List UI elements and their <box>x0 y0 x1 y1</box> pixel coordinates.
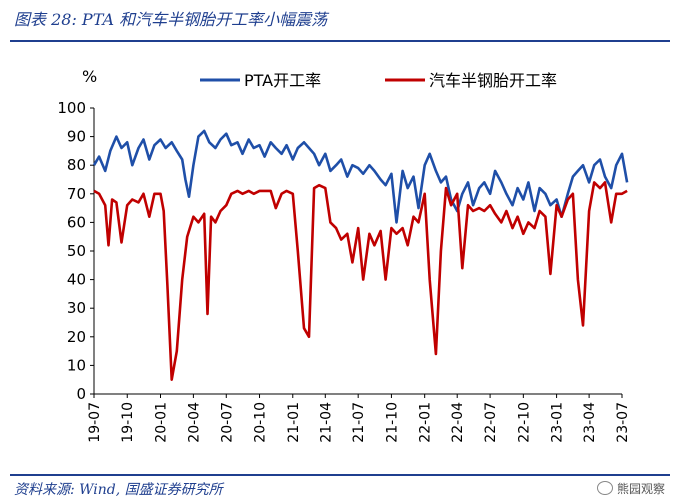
x-tick-label: 20-10 <box>253 402 269 443</box>
y-tick-label: 0 <box>76 385 86 403</box>
line-chart: 0 10 20 30 40 50 60 70 80 90 100 19-07 19-10 20-01 20… <box>57 67 631 443</box>
x-tick-label: 23-07 <box>615 402 631 443</box>
x-tick-label: 19-07 <box>87 402 103 443</box>
x-tick-label: 23-04 <box>582 402 598 443</box>
x-tick-label: 21-10 <box>384 402 400 443</box>
title-rule <box>10 40 670 42</box>
y-axis-unit-label: % <box>82 67 97 86</box>
x-tick-label: 20-01 <box>153 402 169 443</box>
legend: PTA开工率 汽车半钢胎开工率 <box>200 71 557 90</box>
x-tick-label: 22-07 <box>483 402 499 443</box>
x-tick-label: 21-01 <box>286 402 302 443</box>
y-tick-label: 70 <box>67 185 86 203</box>
source-rule <box>10 474 670 476</box>
y-tick-label: 10 <box>67 356 86 374</box>
x-tick-label: 20-07 <box>219 402 235 443</box>
series-line-1 <box>92 129 629 224</box>
x-tick-label: 22-01 <box>418 402 434 443</box>
y-tick-label: 60 <box>67 213 86 231</box>
x-tick-labels: 19-07 19-10 20-01 20-04 20-07 20-10 21-01 21-04… <box>87 402 631 443</box>
y-tick-label: 90 <box>67 128 86 146</box>
watermark: 熊园观察 <box>596 480 665 497</box>
legend-label-2: 汽车半钢胎开工率 <box>429 71 557 90</box>
y-tick-label: 20 <box>67 328 86 346</box>
wechat-icon <box>596 481 613 495</box>
x-tick-label: 21-04 <box>318 402 334 443</box>
series-lines <box>92 129 629 382</box>
x-tick-label: 23-01 <box>550 402 566 443</box>
chart-axes <box>90 107 623 398</box>
y-tick-label: 100 <box>57 99 86 117</box>
x-tick-label: 20-04 <box>186 402 202 443</box>
watermark-text: 熊园观察 <box>616 482 665 496</box>
y-tick-label: 30 <box>67 299 86 317</box>
x-tick-label: 19-10 <box>120 402 136 443</box>
source-note: 资料来源: Wind, 国盛证券研究所 <box>14 482 223 498</box>
x-tick-label: 22-04 <box>450 402 466 443</box>
legend-label-1: PTA开工率 <box>244 71 321 90</box>
x-tick-label: 22-10 <box>516 402 532 443</box>
y-tick-label: 40 <box>67 271 86 289</box>
figure-title: 图表 28: PTA 和汽车半钢胎开工率小幅震荡 <box>14 10 328 29</box>
y-tick-labels: 0 10 20 30 40 50 60 70 80 90 100 <box>57 99 86 403</box>
x-tick-label: 21-07 <box>351 402 367 443</box>
y-tick-label: 50 <box>67 242 86 260</box>
y-tick-label: 80 <box>67 156 86 174</box>
series-line-2 <box>93 181 628 382</box>
